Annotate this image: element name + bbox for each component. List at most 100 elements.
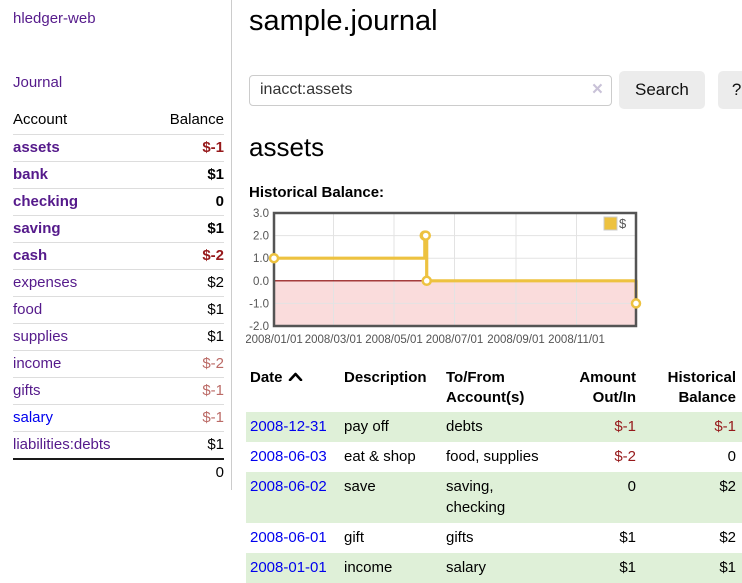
account-balance: $1 [148,296,224,324]
svg-text:$: $ [619,216,627,231]
sidebar-item-journal[interactable]: Journal [13,74,63,91]
search-button[interactable]: Search [619,71,705,109]
account-row-cash: cash $-2 [13,242,224,270]
account-balance: $2 [148,269,224,297]
account-link-liabilities-debts[interactable]: liabilities:debts [13,436,111,453]
account-balance: $-2 [148,242,224,270]
transaction-balance: $-1 [714,417,736,435]
search-form: × Search ? [249,71,742,109]
register-row: 2008-06-01 gift gifts $1 $2 [246,523,742,553]
clear-search-icon[interactable]: × [591,78,603,100]
svg-text:2008/11/01: 2008/11/01 [548,334,605,346]
brand-link[interactable]: hledger-web [13,10,96,27]
svg-text:2008/03/01: 2008/03/01 [305,334,363,346]
account-link-income[interactable]: income [13,355,62,372]
register-header-balance: Historical Balance [667,369,736,407]
transaction-accounts: food, supplies [446,447,539,465]
account-row-expenses: expenses $2 [13,269,224,297]
accounts-header-balance: Balance [148,108,224,135]
account-balance: $-1 [148,134,224,162]
account-link-expenses[interactable]: expenses [13,274,78,291]
account-row-assets: assets $-1 [13,134,224,162]
account-link-food[interactable]: food [13,301,43,318]
account-row-supplies: supplies $1 [13,323,224,351]
transaction-balance: $1 [719,558,736,576]
register-header-amount: Amount Out/In [579,369,636,407]
account-link-cash[interactable]: cash [13,247,48,264]
transaction-description: pay off [344,417,389,435]
register-row: 2008-06-03 eat & shop food, supplies $-2… [246,442,742,472]
transaction-balance: $2 [719,477,736,495]
sidebar: hledger-web Journal Account Balance asse… [0,0,232,490]
transaction-description: income [344,558,393,576]
account-link-assets[interactable]: assets [13,139,60,156]
register-header-accounts: To/From Account(s) [446,369,525,407]
account-row-saving: saving $1 [13,215,224,243]
register-row: 2008-01-01 income salary $1 $1 [246,552,742,583]
historical-balance-chart: 3.0 2.0 1.0 0.0 -1.0 -2.0 $2008/01/01 2008/03/0… [246,207,742,349]
register-row: 2008-12-31 pay off debts $-1 $-1 [246,411,742,442]
account-row-bank: bank $1 [13,161,224,189]
page-title: sample.journal [249,5,438,37]
transaction-accounts: gifts [446,528,474,546]
transaction-date-link[interactable]: 2008-06-01 [250,528,327,546]
svg-text:2008/05/01: 2008/05/01 [365,334,423,346]
account-link-supplies[interactable]: supplies [13,328,69,345]
svg-text:2.0: 2.0 [253,231,269,243]
svg-text:2008/09/01: 2008/09/01 [487,334,545,346]
transaction-accounts: saving, checking [446,477,506,516]
transaction-description: save [344,477,376,495]
account-link-salary[interactable]: salary [13,409,54,426]
svg-text:-2.0: -2.0 [249,321,269,333]
account-heading: assets [249,132,325,162]
account-balance: $1 [148,323,224,351]
transaction-date-link[interactable]: 2008-06-02 [250,477,327,495]
transaction-amount: $1 [619,558,636,576]
svg-text:1.0: 1.0 [253,253,269,265]
register-header-date[interactable]: Date [246,365,340,412]
account-link-bank[interactable]: bank [13,166,49,183]
account-row-income: income $-2 [13,350,224,378]
svg-text:-1.0: -1.0 [249,298,269,310]
chart-title: Historical Balance: [249,184,385,201]
transaction-date-link[interactable]: 2008-12-31 [250,417,327,435]
account-balance: $1 [148,215,224,243]
account-link-checking[interactable]: checking [13,193,79,210]
main-content: sample.journal × Search ? assets Histori… [232,0,742,583]
account-balance: $-1 [148,404,224,432]
account-row-checking: checking 0 [13,188,224,216]
accounts-header-account: Account [13,108,149,135]
account-row-liabilities-debts: liabilities:debts $1 [13,432,224,460]
register-row: 2008-06-02 save saving, checking 0 $2 [246,471,742,523]
transaction-accounts: debts [446,417,483,435]
account-link-saving[interactable]: saving [13,220,61,237]
account-balance: $1 [148,161,224,189]
accounts-total: 0 [148,458,224,486]
transaction-date-link[interactable]: 2008-06-03 [250,447,327,465]
register-table: Date Description To/From Account(s) Amou… [246,365,742,583]
svg-text:0.0: 0.0 [253,276,269,288]
transaction-amount: 0 [627,477,636,495]
transaction-balance: 0 [727,447,736,465]
transaction-balance: $2 [719,528,736,546]
account-row-gifts: gifts $-1 [13,377,224,405]
accounts-total-row: 0 [13,458,224,486]
account-balance: 0 [148,188,224,216]
transaction-description: eat & shop [344,447,416,465]
account-row-food: food $1 [13,296,224,324]
transaction-description: gift [344,528,365,546]
accounts-table: Account Balance assets $-1 bank $1 check… [13,108,224,486]
account-balance: $-1 [148,377,224,405]
account-link-gifts[interactable]: gifts [13,382,41,399]
svg-text:2008/07/01: 2008/07/01 [426,334,484,346]
register-header-description: Description [344,369,427,386]
transaction-date-link[interactable]: 2008-01-01 [250,558,327,576]
account-row-salary: salary $-1 [13,404,224,432]
search-input[interactable] [249,74,612,106]
transaction-amount: $1 [619,528,636,546]
transaction-amount: $-1 [614,417,636,435]
accounts-header-row: Account Balance [13,108,224,135]
sort-ascending-icon [288,372,302,382]
help-button[interactable]: ? [717,71,742,109]
